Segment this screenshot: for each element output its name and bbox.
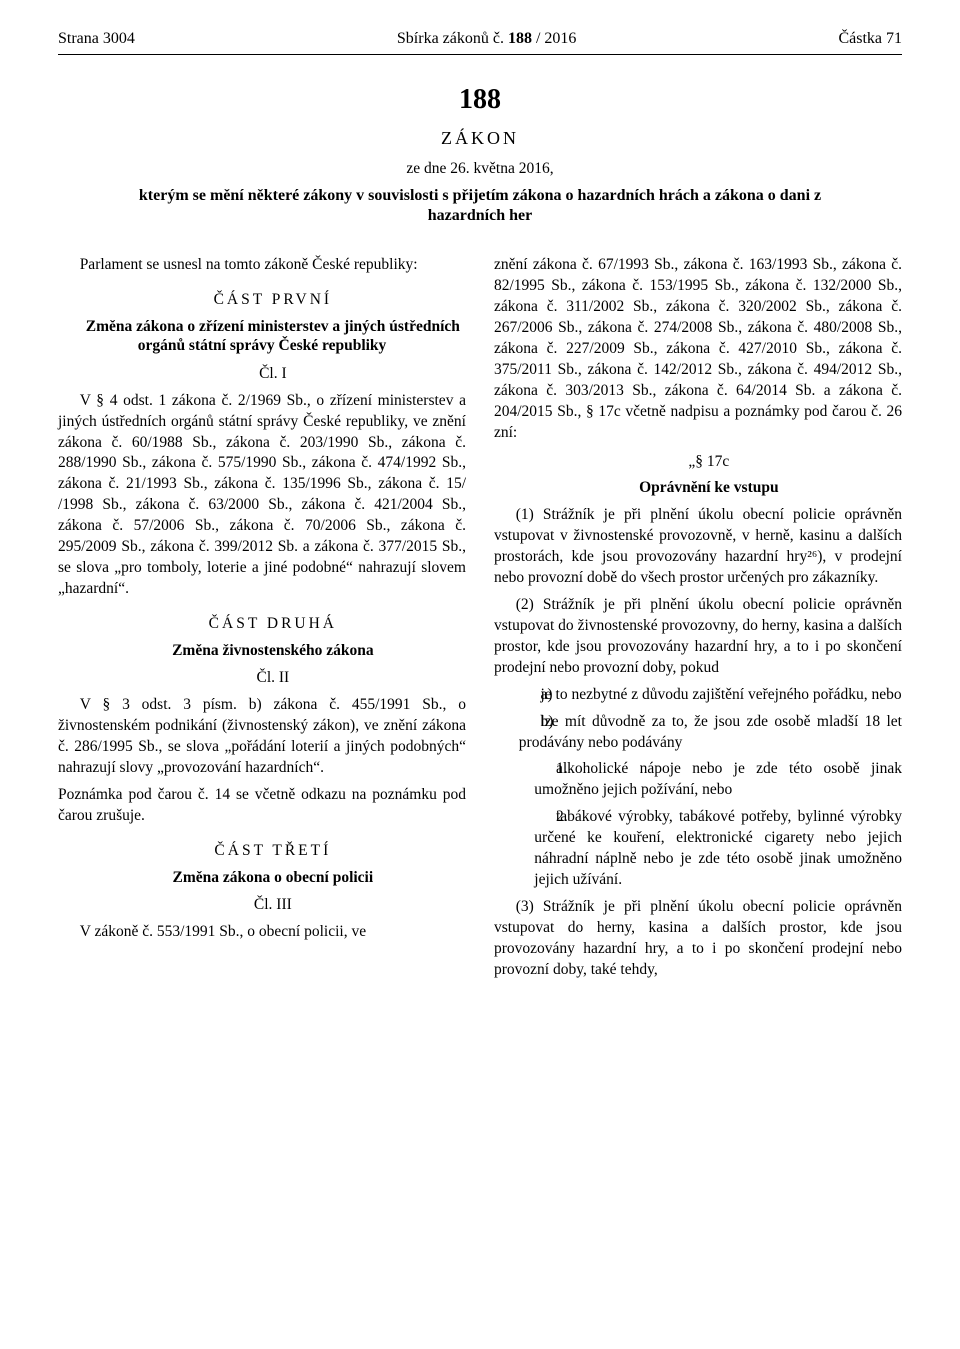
part-3-heading: ČÁST TŘETÍ xyxy=(58,841,466,862)
header-collection-prefix: Sbírka zákonů č. xyxy=(397,30,508,47)
header-collection-number: 188 xyxy=(508,30,532,47)
list-text-a: je to nezbytné z důvodu zajištění veřejn… xyxy=(540,686,901,703)
part-1-paragraph: V § 4 odst. 1 zákona č. 2/1969 Sb., o zř… xyxy=(58,391,466,600)
body-columns: Parlament se usnesl na tomto zákoně Česk… xyxy=(58,255,902,981)
part-3-intro: V zákoně č. 553/1991 Sb., o obecní polic… xyxy=(58,922,466,943)
header-page-number: Strana 3004 xyxy=(58,28,135,50)
list-marker-2: 2. xyxy=(534,807,556,828)
part-2-subtitle: Změna živnostenského zákona xyxy=(58,641,466,660)
para-3: (3) Strážník je při plnění úkolu obecní … xyxy=(494,897,902,981)
part-1-heading: ČÁST PRVNÍ xyxy=(58,290,466,311)
amendment-citations: znění zákona č. 67/1993 Sb., zákona č. 1… xyxy=(494,255,902,443)
list-item-1: 1.alkoholické nápoje nebo je zde této os… xyxy=(494,759,902,801)
list-marker-b: b) xyxy=(519,712,541,733)
header-collection-year: / 2016 xyxy=(532,30,576,47)
list-text-2: tabákové výrobky, tabákové potřeby, byli… xyxy=(534,808,902,888)
article-1: Čl. I xyxy=(58,364,466,385)
part-2-paragraph-2: Poznámka pod čarou č. 14 se včetně odkaz… xyxy=(58,785,466,827)
part-2-heading: ČÁST DRUHÁ xyxy=(58,614,466,635)
page: Strana 3004 Sbírka zákonů č. 188 / 2016 … xyxy=(0,0,960,1021)
part-3-subtitle: Změna zákona o obecní policii xyxy=(58,868,466,887)
part-2-paragraph-1: V § 3 odst. 3 písm. b) zákona č. 455/199… xyxy=(58,695,466,779)
list-item-a: a)je to nezbytné z důvodu zajištění veře… xyxy=(494,685,902,706)
list-item-b: b)lze mít důvodně za to, že jsou zde oso… xyxy=(494,712,902,754)
header-collection: Sbírka zákonů č. 188 / 2016 xyxy=(397,28,577,50)
law-type: ZÁKON xyxy=(58,126,902,150)
para-2: (2) Strážník je při plnění úkolu obecní … xyxy=(494,595,902,679)
header-issue: Částka 71 xyxy=(838,28,902,50)
list-marker-1: 1. xyxy=(534,759,556,780)
article-2: Čl. II xyxy=(58,668,466,689)
para-1: (1) Strážník je při plnění úkolu obecní … xyxy=(494,505,902,589)
section-17c-head: „§ 17c xyxy=(494,452,902,473)
preamble: Parlament se usnesl na tomto zákoně Česk… xyxy=(58,255,466,276)
article-3: Čl. III xyxy=(58,895,466,916)
law-number: 188 xyxy=(58,81,902,119)
page-header: Strana 3004 Sbírka zákonů č. 188 / 2016 … xyxy=(58,28,902,55)
part-1-subtitle: Změna zákona o zřízení ministerstev a ji… xyxy=(58,317,466,356)
law-date: ze dne 26. května 2016, xyxy=(58,159,902,180)
law-title: kterým se mění některé zákony v souvislo… xyxy=(120,186,840,228)
list-marker-a: a) xyxy=(519,685,541,706)
list-text-b: lze mít důvodně za to, že jsou zde osobě… xyxy=(519,713,902,751)
section-17c-title: Oprávnění ke vstupu xyxy=(494,478,902,499)
list-item-2: 2.tabákové výrobky, tabákové potřeby, by… xyxy=(494,807,902,891)
list-text-1: alkoholické nápoje nebo je zde této osob… xyxy=(534,760,902,798)
